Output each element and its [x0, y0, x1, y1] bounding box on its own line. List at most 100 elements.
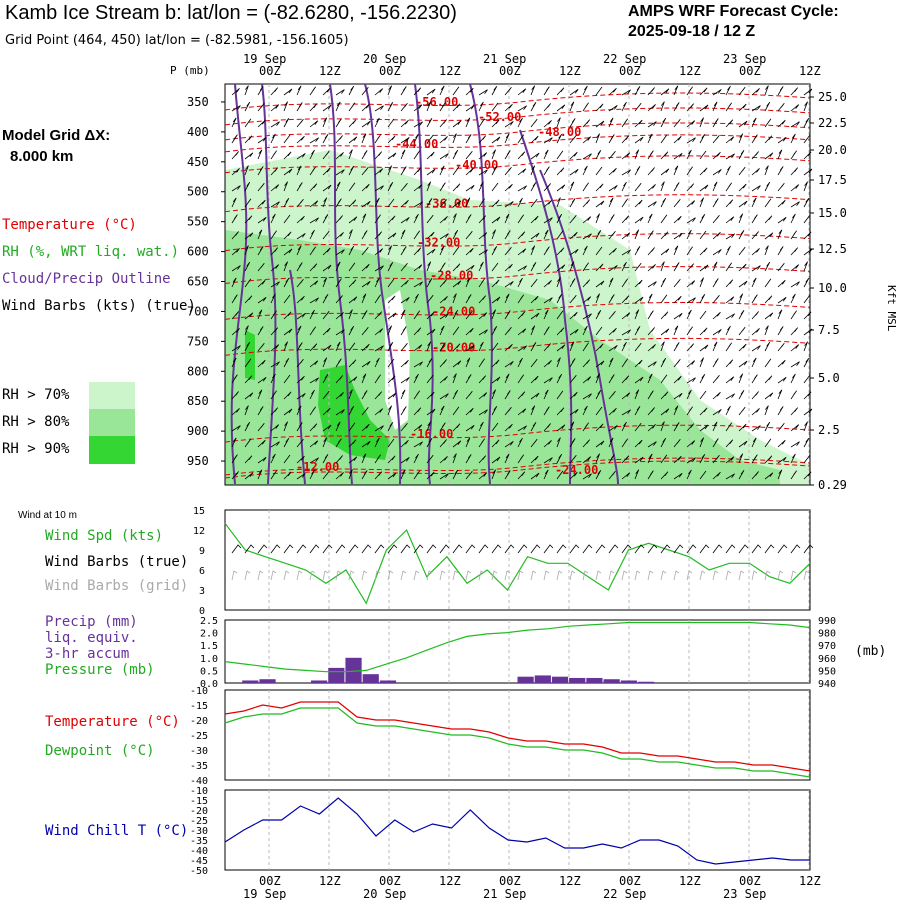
pressure-tick-label: 850	[187, 394, 209, 408]
wind-barb	[413, 453, 419, 464]
wind-barb	[322, 390, 330, 400]
wind-barb	[647, 230, 654, 240]
wind-barb	[413, 293, 419, 304]
wind-barb	[270, 230, 277, 240]
wind-barb	[504, 104, 513, 112]
height-tick-label: 15.0	[818, 206, 847, 220]
wind-speed-tick-label: 3	[199, 586, 205, 597]
wind-barb	[764, 85, 769, 96]
wind-barb	[582, 393, 592, 400]
wind-barb	[725, 473, 735, 480]
wind-barb	[517, 88, 527, 96]
wind-barb	[556, 213, 563, 224]
wind-barb	[491, 86, 498, 96]
wind-barb	[790, 87, 799, 96]
wind-barb-true	[660, 544, 671, 554]
wind-barb	[543, 423, 551, 432]
wind-barb	[621, 181, 627, 192]
wind-barb	[595, 246, 603, 256]
wind-barb	[517, 437, 523, 448]
wind-barb	[348, 229, 353, 240]
time-tick-label-top: 00Z	[619, 64, 641, 78]
wind-barb	[439, 456, 448, 464]
wind-barb-true	[296, 544, 307, 554]
wind-barb	[478, 341, 484, 352]
wind-barb	[699, 184, 709, 192]
windchill-tick-label: -35	[190, 836, 208, 847]
wind-barb	[361, 103, 370, 112]
wind-barb	[361, 453, 367, 464]
temperature-panel-frame	[224, 689, 811, 781]
wind-barb-grid	[608, 570, 615, 581]
wind-barb	[491, 376, 501, 384]
wind-barb	[712, 455, 720, 464]
wind-barb	[777, 182, 785, 192]
wind-barb-grid	[543, 570, 550, 581]
wind-barb	[582, 165, 588, 176]
temperature-contour-label: -40.00	[455, 158, 498, 172]
wind-barb	[465, 197, 471, 208]
wind-barb	[361, 423, 370, 432]
wind-barb	[465, 327, 474, 336]
wind-barb	[231, 265, 241, 272]
wind-barb	[595, 293, 600, 304]
wind-barb	[738, 406, 746, 416]
wind-barb	[387, 455, 396, 464]
wind-barb	[491, 182, 499, 192]
wind-barb	[335, 295, 343, 304]
wind-barb	[751, 265, 761, 272]
wind-barb	[608, 357, 614, 368]
height-tick-label: 7.5	[818, 323, 840, 337]
wind-barb	[699, 214, 706, 224]
wind-barb	[582, 216, 592, 224]
pressure-tick-label: 650	[187, 275, 209, 289]
wind-barb	[296, 233, 306, 240]
wind-barb	[621, 295, 630, 304]
wind-barb	[608, 328, 617, 336]
wind-barb	[478, 421, 484, 432]
pressure-tick-label: 600	[187, 245, 209, 259]
temperature-contour-label: -36.00	[425, 197, 468, 211]
legend-wind-barbs-true: Wind Barbs (true)	[45, 554, 189, 570]
wind-barb	[270, 121, 280, 128]
wind-barb	[322, 197, 328, 208]
wind-barb	[699, 357, 704, 368]
wind-barb	[530, 245, 536, 256]
wind-barb	[764, 472, 774, 480]
wind-barb	[660, 328, 670, 336]
wind-barb	[595, 280, 605, 288]
wind-barb	[751, 231, 759, 240]
wind-barb	[439, 102, 446, 112]
wind-barb	[348, 182, 356, 192]
wind-barb	[465, 104, 475, 112]
wind-barb	[751, 197, 757, 208]
wind-barb	[413, 104, 423, 112]
wind-barb	[660, 341, 665, 352]
precip-bar	[311, 680, 328, 683]
wind-barb	[569, 231, 578, 240]
pressure-tick-label: 950	[818, 666, 836, 677]
wind-barb	[296, 216, 305, 224]
wind-barb	[608, 437, 614, 448]
wind-barb	[634, 456, 644, 464]
wind-barb	[634, 199, 643, 208]
pressure-tick-label: 500	[187, 185, 209, 199]
wind-barb	[530, 312, 540, 320]
wind-barb	[283, 294, 291, 304]
wind-barb	[452, 133, 457, 144]
wind-barb	[491, 389, 496, 400]
wind-barb	[491, 469, 496, 480]
wind-barb	[231, 408, 240, 416]
wind-barb	[413, 201, 423, 208]
wind-barb	[621, 169, 631, 176]
wind-barb	[478, 278, 485, 288]
wind-barb	[270, 293, 276, 304]
wind-barb	[660, 454, 668, 464]
wind-barb-grid	[790, 570, 797, 581]
temperature-tick-label: -20	[190, 716, 208, 727]
wind-barb-grid	[751, 570, 758, 581]
wind-barb	[335, 169, 345, 176]
wind-barb-true	[270, 544, 281, 554]
wind-barb	[309, 389, 315, 400]
wind-barb-true	[231, 544, 242, 554]
